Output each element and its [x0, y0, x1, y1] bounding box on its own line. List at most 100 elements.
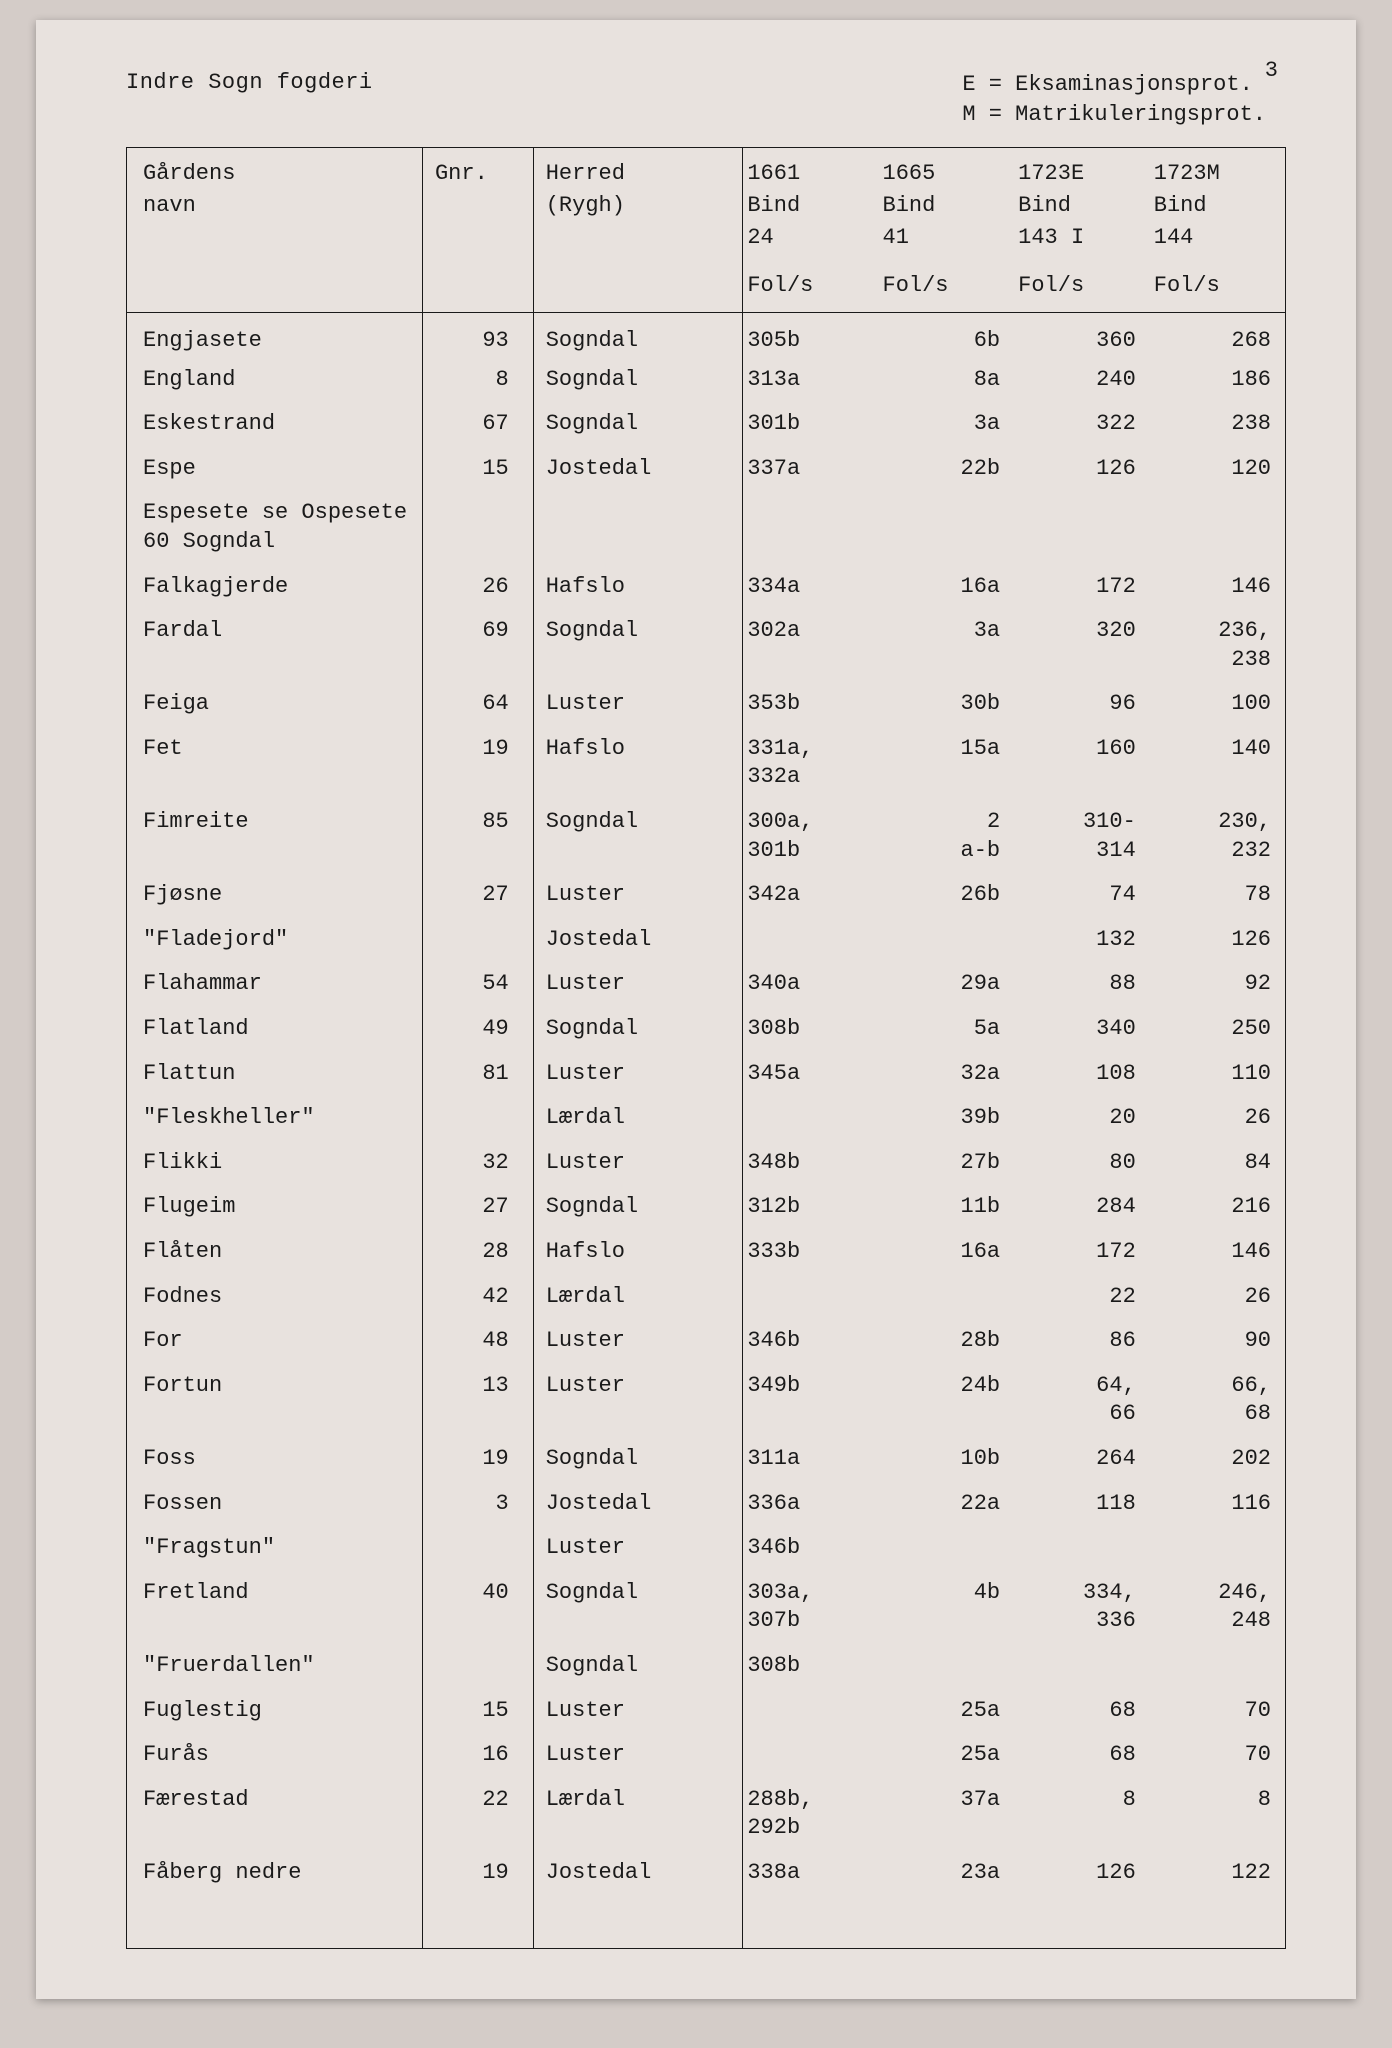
cell-navn: Furås — [127, 1733, 423, 1778]
cell-navn: Fodnes — [127, 1275, 423, 1320]
cell-gnr: 26 — [422, 565, 533, 610]
cell-navn: Flugeim — [127, 1185, 423, 1230]
cell-c1: 305b — [743, 312, 879, 357]
cell-c2: 25a — [879, 1733, 1015, 1778]
cell-c2: 22a — [879, 1482, 1015, 1527]
cell-c1: 353b — [743, 682, 879, 727]
cell-c2: 10b — [879, 1437, 1015, 1482]
cell-c1: 302a — [743, 609, 879, 682]
table-row: Falkagjerde26Hafslo334a16a172146 — [127, 565, 1286, 610]
cell-c3: 132 — [1014, 918, 1150, 963]
cell-c4: 236,238 — [1150, 609, 1286, 682]
cell-herred: Sogndal — [533, 609, 743, 682]
cell-herred: Lærdal — [533, 1096, 743, 1141]
document-page: 3 Indre Sogn fogderi E = Eksaminasjonspr… — [36, 20, 1356, 1999]
cell-herred: Luster — [533, 1526, 743, 1571]
cell-c3: 264 — [1014, 1437, 1150, 1482]
cell-navn: Flahammar — [127, 962, 423, 1007]
cell-herred: Jostedal — [533, 447, 743, 492]
cell-c2: 30b — [879, 682, 1015, 727]
table-row: Fortun13Luster349b24b64,6666,68 — [127, 1364, 1286, 1437]
table-row: "Fladejord"Jostedal132126 — [127, 918, 1286, 963]
cell-navn: "Fruerdallen" — [127, 1644, 423, 1689]
cell-navn: Espesete se Ospesete60 Sogndal — [127, 491, 423, 564]
cell-c1: 338a — [743, 1851, 879, 1948]
cell-c3: 108 — [1014, 1052, 1150, 1097]
legend-line-1: E = Eksaminasjonsprot. — [962, 70, 1266, 100]
cell-gnr: 27 — [422, 873, 533, 918]
cell-navn: For — [127, 1319, 423, 1364]
cell-c2: 32a — [879, 1052, 1015, 1097]
cell-herred: Sogndal — [533, 1007, 743, 1052]
cell-c2: 37a — [879, 1778, 1015, 1851]
cell-herred: Jostedal — [533, 1482, 743, 1527]
cell-c3: 322 — [1014, 402, 1150, 447]
cell-c4: 238 — [1150, 402, 1286, 447]
cell-c2 — [879, 1644, 1015, 1689]
cell-herred: Lærdal — [533, 1778, 743, 1851]
cell-c1: 288b,292b — [743, 1778, 879, 1851]
farms-table: Gårdensnavn Gnr. Herred(Rygh) 1661Bind24… — [126, 147, 1286, 1948]
cell-c2 — [879, 1526, 1015, 1571]
cell-c1: 331a,332a — [743, 727, 879, 800]
cell-gnr: 3 — [422, 1482, 533, 1527]
cell-c2: 29a — [879, 962, 1015, 1007]
cell-herred: Sogndal — [533, 1571, 743, 1644]
cell-c4 — [1150, 1526, 1286, 1571]
cell-gnr: 19 — [422, 1437, 533, 1482]
cell-c2: 16a — [879, 1230, 1015, 1275]
cell-gnr: 19 — [422, 1851, 533, 1948]
cell-c4: 70 — [1150, 1733, 1286, 1778]
cell-c4: 66,68 — [1150, 1364, 1286, 1437]
cell-c4: 78 — [1150, 873, 1286, 918]
cell-navn: Flatland — [127, 1007, 423, 1052]
cell-gnr: 49 — [422, 1007, 533, 1052]
cell-c4 — [1150, 491, 1286, 564]
table-row: Fåberg nedre19Jostedal338a23a126122 — [127, 1851, 1286, 1948]
table-row: Eskestrand67Sogndal301b3a322238 — [127, 402, 1286, 447]
cell-c1 — [743, 1096, 879, 1141]
cell-c4: 250 — [1150, 1007, 1286, 1052]
cell-c3: 160 — [1014, 727, 1150, 800]
cell-gnr: 85 — [422, 800, 533, 873]
cell-c3: 68 — [1014, 1689, 1150, 1734]
cell-c1: 308b — [743, 1007, 879, 1052]
cell-navn: Fossen — [127, 1482, 423, 1527]
cell-c1: 301b — [743, 402, 879, 447]
cell-gnr: 64 — [422, 682, 533, 727]
cell-c3: 320 — [1014, 609, 1150, 682]
cell-navn: Fardal — [127, 609, 423, 682]
cell-c2: 26b — [879, 873, 1015, 918]
cell-c4: 8 — [1150, 1778, 1286, 1851]
cell-c3: 74 — [1014, 873, 1150, 918]
cell-herred: Sogndal — [533, 402, 743, 447]
cell-c2: 23a — [879, 1851, 1015, 1948]
table-row: Engjasete93Sogndal305b6b360268 — [127, 312, 1286, 357]
table-row: Fossen3Jostedal336a22a118116 — [127, 1482, 1286, 1527]
cell-gnr: 48 — [422, 1319, 533, 1364]
cell-c2: 39b — [879, 1096, 1015, 1141]
cell-c1 — [743, 1689, 879, 1734]
cell-herred: Sogndal — [533, 312, 743, 357]
table-row: Espesete se Ospesete60 Sogndal — [127, 491, 1286, 564]
cell-c1: 336a — [743, 1482, 879, 1527]
cell-c3: 310-314 — [1014, 800, 1150, 873]
cell-gnr: 67 — [422, 402, 533, 447]
cell-c2: 22b — [879, 447, 1015, 492]
cell-navn: Falkagjerde — [127, 565, 423, 610]
table-row: Færestad22Lærdal288b,292b37a88 — [127, 1778, 1286, 1851]
cell-c2: 11b — [879, 1185, 1015, 1230]
cell-gnr: 40 — [422, 1571, 533, 1644]
cell-gnr: 16 — [422, 1733, 533, 1778]
cell-c4: 120 — [1150, 447, 1286, 492]
cell-navn: Espe — [127, 447, 423, 492]
page-number: 3 — [1265, 58, 1278, 83]
cell-c2: 16a — [879, 565, 1015, 610]
col-header-1723m: 1723MBind144 — [1150, 148, 1286, 264]
cell-gnr: 15 — [422, 1689, 533, 1734]
cell-c4: 70 — [1150, 1689, 1286, 1734]
cell-c3: 88 — [1014, 962, 1150, 1007]
cell-c1: 340a — [743, 962, 879, 1007]
table-row: Fimreite85Sogndal300a,301b2a-b310-314230… — [127, 800, 1286, 873]
cell-c3 — [1014, 491, 1150, 564]
